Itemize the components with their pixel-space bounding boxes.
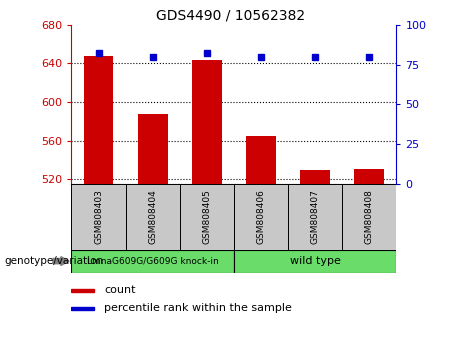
Bar — [180, 184, 234, 250]
Text: GSM808406: GSM808406 — [256, 189, 266, 244]
Bar — [246, 136, 276, 184]
Text: GSM808404: GSM808404 — [148, 189, 157, 244]
Bar — [71, 289, 94, 292]
Text: GSM808408: GSM808408 — [365, 189, 374, 244]
Bar — [234, 184, 288, 250]
Bar — [71, 250, 234, 273]
Text: wild type: wild type — [290, 256, 341, 266]
Bar — [300, 170, 330, 184]
Text: GSM808407: GSM808407 — [311, 189, 320, 244]
Bar — [71, 307, 94, 310]
Bar — [192, 59, 222, 184]
Bar — [138, 114, 168, 184]
Bar — [234, 250, 396, 273]
Text: GSM808405: GSM808405 — [202, 189, 212, 244]
Text: genotype/variation: genotype/variation — [5, 256, 104, 266]
Text: count: count — [104, 285, 136, 295]
Text: LmnaG609G/G609G knock-in: LmnaG609G/G609G knock-in — [87, 257, 219, 266]
Text: percentile rank within the sample: percentile rank within the sample — [104, 303, 292, 313]
Bar — [288, 184, 342, 250]
Bar — [71, 184, 125, 250]
Bar — [355, 169, 384, 184]
Bar — [125, 184, 180, 250]
Text: GDS4490 / 10562382: GDS4490 / 10562382 — [156, 9, 305, 23]
Bar — [83, 56, 113, 184]
Text: GSM808403: GSM808403 — [94, 189, 103, 244]
Bar — [342, 184, 396, 250]
